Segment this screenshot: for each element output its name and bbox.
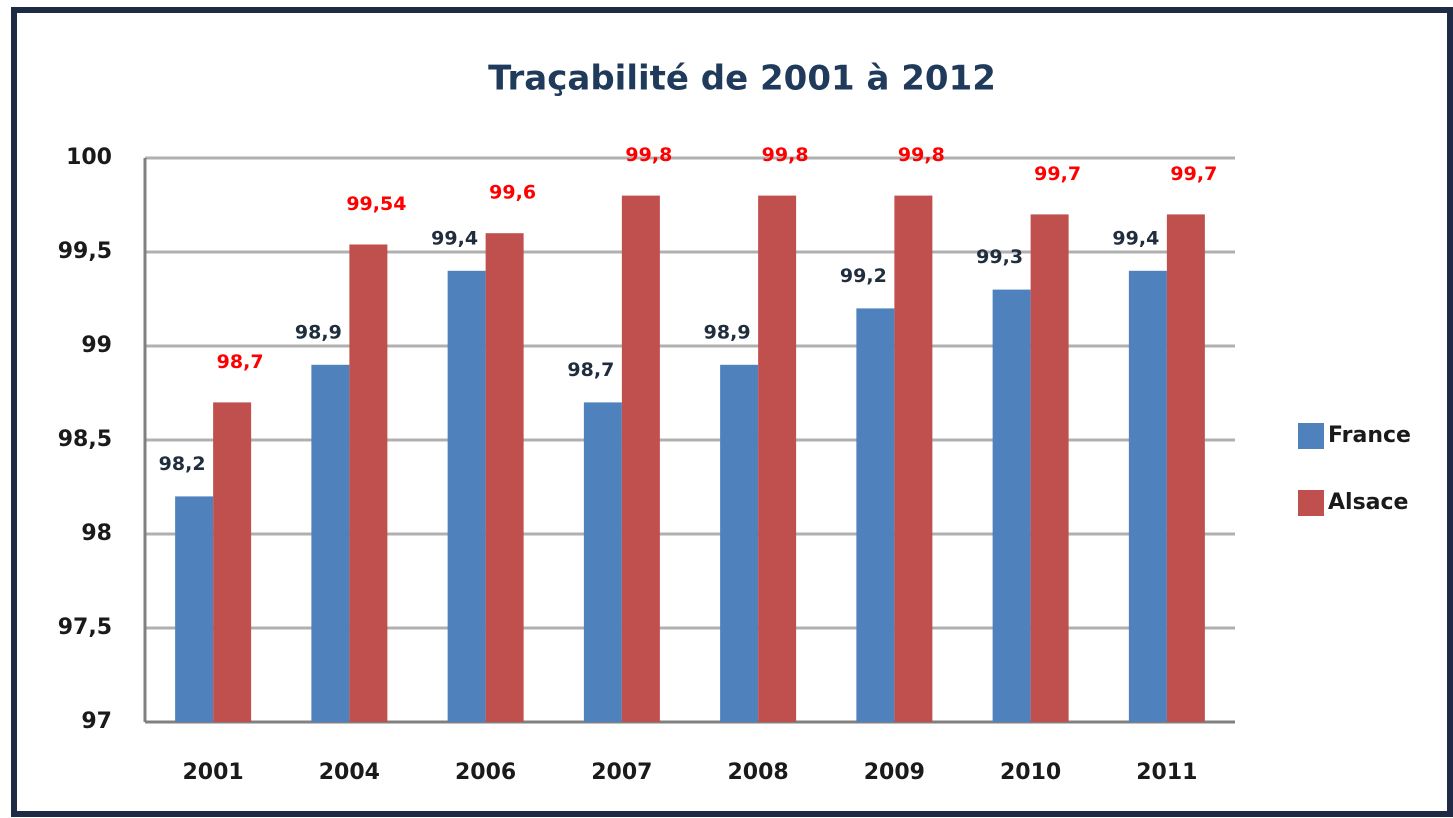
value-label: 99,3 bbox=[976, 246, 1023, 268]
value-label: 99,6 bbox=[489, 182, 536, 204]
value-label: 98,2 bbox=[159, 453, 206, 475]
x-tick-label: 2001 bbox=[183, 760, 244, 785]
legend-swatch bbox=[1298, 490, 1324, 516]
value-label: 98,7 bbox=[567, 359, 614, 381]
x-tick-label: 2007 bbox=[591, 760, 652, 785]
value-label: 99,4 bbox=[431, 227, 478, 249]
value-label: 98,7 bbox=[217, 351, 264, 373]
x-tick-label: 2011 bbox=[1136, 760, 1197, 785]
bar bbox=[894, 195, 933, 723]
bar bbox=[1128, 270, 1167, 722]
y-tick-label: 98 bbox=[81, 521, 112, 546]
y-tick-label: 98,5 bbox=[58, 427, 112, 452]
bar bbox=[311, 364, 350, 722]
bar bbox=[1030, 214, 1069, 722]
value-label: 99,2 bbox=[840, 265, 887, 287]
bar bbox=[175, 496, 214, 722]
y-tick-label: 97 bbox=[81, 709, 112, 734]
value-label: 99,8 bbox=[762, 144, 809, 166]
value-label: 98,9 bbox=[295, 321, 342, 343]
value-label: 99,8 bbox=[898, 144, 945, 166]
value-label: 99,7 bbox=[1170, 163, 1217, 185]
y-tick-label: 99,5 bbox=[58, 239, 112, 264]
value-label: 99,54 bbox=[346, 193, 406, 215]
y-tick-label: 99 bbox=[81, 333, 112, 358]
bar bbox=[720, 364, 759, 722]
bar bbox=[992, 289, 1031, 722]
legend-label: France bbox=[1328, 423, 1411, 448]
bar bbox=[758, 195, 797, 723]
y-tick-label: 100 bbox=[66, 145, 112, 170]
value-label: 99,4 bbox=[1112, 227, 1159, 249]
x-tick-label: 2008 bbox=[728, 760, 789, 785]
chart-title: Traçabilité de 2001 à 2012 bbox=[488, 59, 996, 99]
value-label: 99,8 bbox=[625, 144, 672, 166]
value-label: 98,9 bbox=[704, 321, 751, 343]
bar bbox=[583, 402, 622, 722]
bar bbox=[447, 270, 486, 722]
bar bbox=[856, 308, 895, 722]
bar bbox=[621, 195, 660, 723]
bar bbox=[349, 244, 388, 723]
legend-label: Alsace bbox=[1328, 490, 1408, 515]
y-tick-label: 97,5 bbox=[58, 615, 112, 640]
legend-swatch bbox=[1298, 423, 1324, 449]
x-tick-label: 2010 bbox=[1000, 760, 1061, 785]
bar bbox=[485, 233, 524, 722]
bar bbox=[213, 402, 252, 722]
x-tick-label: 2004 bbox=[319, 760, 380, 785]
bar bbox=[1166, 214, 1205, 722]
x-tick-label: 2009 bbox=[864, 760, 925, 785]
x-tick-label: 2006 bbox=[455, 760, 516, 785]
value-label: 99,7 bbox=[1034, 163, 1081, 185]
